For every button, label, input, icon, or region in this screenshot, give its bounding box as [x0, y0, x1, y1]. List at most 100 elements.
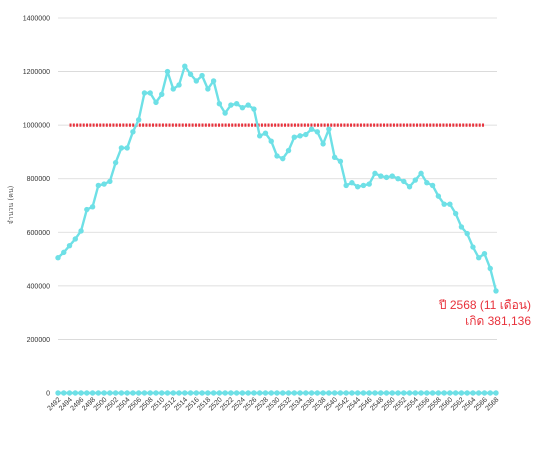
series-1-point-2568: [493, 390, 499, 396]
series-1-point-2522: [228, 390, 234, 396]
series-1-point-2507: [141, 390, 148, 396]
series-1-point-2528: [262, 390, 269, 396]
series-0-point-2492: [55, 255, 61, 261]
series-0-point-2543: [349, 180, 355, 186]
series-0-point-2550: [389, 173, 395, 179]
series-0-point-2537: [314, 129, 321, 135]
series-1-point-2516: [193, 390, 200, 396]
y-tick-label-1: 200000: [27, 337, 50, 344]
series-1-point-2531: [280, 390, 286, 396]
series-1-point-2555: [418, 390, 424, 396]
series-1-point-2538: [320, 390, 326, 396]
series-1-point-2499: [95, 390, 102, 396]
x-tick-label-2568: 2568: [484, 396, 500, 412]
series-0-point-2561: [452, 210, 459, 217]
series-0-point-2506: [135, 117, 142, 123]
series-1-point-2532: [285, 390, 292, 396]
series-1-point-2520: [216, 390, 223, 396]
series-1-point-2565: [476, 390, 482, 396]
series-1-point-2517: [199, 390, 205, 396]
series-0-point-2542: [343, 182, 349, 189]
series-1-point-2567: [487, 390, 493, 396]
series-1-point-2556: [424, 390, 430, 396]
series-1-point-2550: [389, 390, 395, 396]
series-1-point-2540: [331, 390, 338, 396]
x-axis-ticks: 2492249424962498250025022504250625082510…: [46, 396, 500, 412]
series-0-point-2554: [412, 177, 419, 183]
series-0-point-2544: [354, 184, 361, 190]
series-0-point-2517: [199, 72, 205, 79]
series-0-point-2507: [141, 90, 148, 96]
annotation-line-1: ปี 2568 (11 เดือน): [438, 298, 531, 312]
series-1-point-2508: [147, 390, 153, 396]
series-0-point-2534: [297, 133, 303, 139]
series-1-point-2557: [429, 390, 436, 396]
series-0-point-2494: [66, 242, 73, 249]
series-0-point-2556: [424, 180, 430, 186]
series-0-point-2529: [268, 138, 274, 144]
series-1-point-2506: [135, 390, 142, 396]
series-1-point-2521: [222, 390, 228, 396]
series-1-point-2558: [435, 390, 442, 396]
series-1-point-2511: [164, 390, 171, 396]
y-tick-label-0: 0: [46, 391, 50, 398]
series-0-point-2521: [222, 110, 228, 116]
series-0-point-2536: [308, 126, 315, 132]
series-1-point-2553: [406, 390, 413, 396]
series-0-point-2522: [228, 102, 234, 108]
series-1-point-2547: [372, 390, 378, 396]
series-1-point-2497: [84, 390, 90, 396]
series-0-point-2545: [360, 182, 367, 189]
series-0-point-2502: [112, 159, 119, 166]
series-0-point-2549: [383, 174, 390, 181]
series-1-point-2549: [383, 390, 390, 396]
series-0-point-2559: [441, 201, 447, 207]
y-tick-label-5: 1000000: [23, 123, 50, 130]
y-axis-ticks: 0 200000 400000 600000 800000 1000000 1200000 1…: [23, 16, 50, 398]
series-1-point-2514: [182, 390, 188, 396]
series-0-point-2505: [130, 129, 136, 135]
series-0-point-2557: [429, 182, 436, 189]
series-0-point-2538: [320, 141, 326, 147]
series-0-point-2518: [205, 86, 211, 92]
series-1-point-2495: [72, 390, 78, 396]
series-0-point-2528: [262, 130, 269, 136]
series-0-point-2499: [95, 182, 102, 189]
y-tick-label-7: 1400000: [23, 16, 50, 23]
series-0-point-2539: [326, 126, 332, 132]
series-1-point-2566: [481, 390, 488, 396]
series-1-point-2530: [274, 390, 280, 396]
series-0-point-2563: [464, 230, 470, 237]
y-tick-label-6: 1200000: [23, 69, 50, 76]
series-1-point-2525: [245, 390, 251, 396]
series-1-point-2548: [378, 390, 384, 396]
series-1-point-2518: [205, 390, 211, 396]
series-0-point-2511: [164, 68, 171, 75]
series-group: [55, 63, 499, 396]
series-1-point-2515: [187, 390, 194, 396]
series-1-point-2498: [89, 390, 96, 396]
series-1-point-2545: [360, 390, 367, 396]
series-1-point-2560: [447, 390, 453, 396]
series-0-point-2547: [372, 170, 378, 177]
series-1-point-2510: [159, 390, 165, 396]
y-tick-label-3: 600000: [27, 230, 50, 237]
series-0-point-2520: [216, 101, 223, 107]
series-1-point-2496: [78, 390, 84, 396]
series-0-point-2503: [118, 145, 125, 151]
series-0-point-2508: [147, 90, 153, 96]
y-tick-label-4: 800000: [27, 176, 50, 183]
series-0-point-2496: [78, 228, 84, 234]
series-1-point-2563: [464, 390, 470, 396]
annotation-line-2: เกิด 381,136: [465, 314, 531, 328]
series-1-point-2529: [268, 390, 274, 396]
series-0-point-2501: [107, 178, 113, 185]
annotation: ปี 2568 (11 เดือน) เกิด 381,136: [400, 297, 531, 329]
series-1-point-2552: [401, 390, 407, 396]
series-1-point-2559: [441, 390, 447, 396]
series-1-point-2492: [55, 390, 61, 396]
series-0-point-2512: [170, 86, 176, 92]
series-1-point-2519: [210, 390, 217, 396]
series-1-point-2544: [354, 390, 361, 396]
series-0-point-2531: [280, 155, 286, 162]
